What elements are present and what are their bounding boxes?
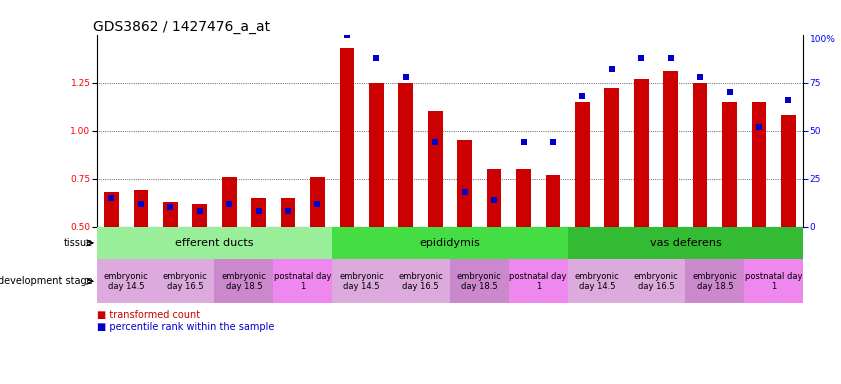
- Text: embryonic
day 14.5: embryonic day 14.5: [103, 271, 149, 291]
- Point: [634, 55, 648, 61]
- Bar: [568, 259, 627, 303]
- Bar: [310, 177, 325, 227]
- Text: embryonic
day 14.5: embryonic day 14.5: [339, 271, 384, 291]
- Text: efferent ducts: efferent ducts: [175, 238, 254, 248]
- Text: embryonic
day 14.5: embryonic day 14.5: [574, 271, 620, 291]
- Text: development stage: development stage: [0, 276, 93, 286]
- Text: ■ transformed count: ■ transformed count: [97, 310, 200, 320]
- Point: [104, 195, 118, 201]
- Bar: [516, 169, 531, 227]
- Bar: [458, 140, 472, 227]
- Bar: [163, 202, 177, 227]
- Bar: [428, 111, 442, 227]
- Point: [516, 139, 530, 145]
- Bar: [752, 102, 766, 227]
- Text: embryonic
day 18.5: embryonic day 18.5: [457, 271, 502, 291]
- Text: ■ percentile rank within the sample: ■ percentile rank within the sample: [97, 322, 274, 332]
- Bar: [332, 259, 391, 303]
- Bar: [281, 198, 295, 227]
- Point: [722, 89, 736, 95]
- Bar: [664, 71, 678, 227]
- Point: [752, 124, 765, 130]
- Point: [546, 139, 559, 145]
- Bar: [193, 204, 207, 227]
- Point: [251, 208, 265, 214]
- Bar: [340, 48, 354, 227]
- Point: [134, 200, 147, 207]
- Point: [781, 97, 795, 103]
- Text: epididymis: epididymis: [420, 238, 480, 248]
- Point: [310, 200, 324, 207]
- Point: [458, 189, 471, 195]
- Bar: [156, 259, 214, 303]
- Bar: [509, 259, 568, 303]
- Point: [487, 197, 500, 203]
- Bar: [685, 259, 744, 303]
- Bar: [399, 83, 413, 227]
- Point: [340, 31, 353, 38]
- Bar: [104, 192, 119, 227]
- Point: [193, 208, 206, 214]
- Bar: [450, 259, 509, 303]
- Bar: [369, 83, 383, 227]
- Bar: [575, 102, 590, 227]
- Text: postnatal day
1: postnatal day 1: [745, 271, 802, 291]
- Bar: [634, 79, 648, 227]
- Point: [163, 204, 177, 210]
- Point: [281, 208, 294, 214]
- Text: postnatal day
1: postnatal day 1: [510, 271, 567, 291]
- Text: tissue: tissue: [63, 238, 93, 248]
- Bar: [134, 190, 148, 227]
- Text: GDS3862 / 1427476_a_at: GDS3862 / 1427476_a_at: [93, 20, 270, 33]
- Text: embryonic
day 16.5: embryonic day 16.5: [398, 271, 443, 291]
- Point: [575, 93, 589, 99]
- Bar: [214, 259, 273, 303]
- Bar: [251, 198, 266, 227]
- Bar: [722, 102, 737, 227]
- Point: [428, 139, 442, 145]
- Bar: [332, 227, 568, 259]
- Point: [605, 66, 618, 72]
- Bar: [781, 115, 796, 227]
- Point: [222, 200, 235, 207]
- Bar: [693, 83, 707, 227]
- Point: [693, 74, 706, 80]
- Text: embryonic
day 16.5: embryonic day 16.5: [162, 271, 208, 291]
- Bar: [273, 259, 332, 303]
- Bar: [487, 169, 501, 227]
- Text: embryonic
day 18.5: embryonic day 18.5: [221, 271, 267, 291]
- Point: [369, 55, 383, 61]
- Text: embryonic
day 16.5: embryonic day 16.5: [633, 271, 679, 291]
- Bar: [222, 177, 236, 227]
- Point: [664, 55, 677, 61]
- Text: embryonic
day 18.5: embryonic day 18.5: [692, 271, 738, 291]
- Text: vas deferens: vas deferens: [649, 238, 722, 248]
- Bar: [391, 259, 450, 303]
- Bar: [568, 227, 803, 259]
- Bar: [97, 259, 156, 303]
- Bar: [605, 88, 619, 227]
- Point: [399, 74, 412, 80]
- Bar: [546, 175, 560, 227]
- Text: 100%: 100%: [810, 35, 836, 43]
- Bar: [744, 259, 803, 303]
- Text: postnatal day
1: postnatal day 1: [274, 271, 331, 291]
- Bar: [97, 227, 332, 259]
- Bar: [627, 259, 685, 303]
